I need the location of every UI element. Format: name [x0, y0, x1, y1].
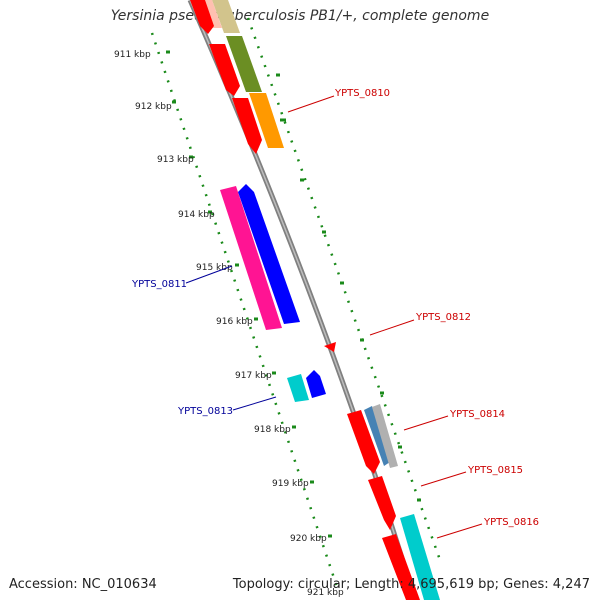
gene-feature-red-2[interactable]	[232, 98, 262, 154]
scale-label: 914 kbp	[178, 210, 215, 220]
gene-feature-blue-2[interactable]	[306, 370, 326, 398]
gene-feature-orange[interactable]	[249, 93, 284, 148]
gene-label-ypts-0813[interactable]: YPTS_0813	[177, 406, 233, 417]
gene-label-ypts-0810[interactable]: YPTS_0810	[334, 88, 390, 99]
scale-label: 919 kbp	[272, 479, 309, 489]
gene-feature-blue-1[interactable]	[238, 184, 300, 324]
gene-label-ypts-0814[interactable]: YPTS_0814	[449, 409, 505, 420]
gene-feature-red-top[interactable]	[190, 0, 214, 34]
gene-feature-steel[interactable]	[364, 406, 390, 466]
scale-ticks-right	[276, 73, 421, 502]
gene-label-ypts-0815[interactable]: YPTS_0815	[467, 465, 523, 476]
scale-label: 913 kbp	[157, 155, 194, 165]
gene-feature-tan[interactable]	[212, 0, 240, 33]
scale-label: 911 kbp	[114, 50, 151, 60]
gene-feature-pink[interactable]	[220, 186, 282, 330]
gene-feature-red-small[interactable]	[324, 342, 336, 352]
gene-feature-gray[interactable]	[372, 404, 398, 468]
scale-label: 912 kbp	[135, 102, 172, 112]
gene-feature-red-3[interactable]	[347, 410, 380, 474]
scale-label: 915 kbp	[196, 263, 233, 273]
gene-labels: YPTS_0810 YPTS_0811 YPTS_0812 YPTS_0813 …	[131, 88, 539, 528]
topology-summary: Topology: circular; Length: 4,695,619 bp…	[232, 577, 590, 592]
scale-label: 917 kbp	[235, 371, 272, 381]
scale-label: 916 kbp	[216, 317, 253, 327]
gene-label-ypts-0812[interactable]: YPTS_0812	[415, 312, 471, 323]
gene-feature-red-4[interactable]	[368, 476, 396, 530]
gene-feature-red-1[interactable]	[209, 44, 240, 96]
scale-label: 918 kbp	[254, 425, 291, 435]
scale-ticks-left	[166, 50, 332, 538]
scale-label: 921 kbp	[307, 588, 344, 598]
scale-label: 920 kbp	[290, 534, 327, 544]
gene-label-ypts-0811[interactable]: YPTS_0811	[131, 279, 187, 290]
label-leaders	[185, 95, 483, 539]
gene-label-ypts-0816[interactable]: YPTS_0816	[483, 517, 539, 528]
gene-feature-olive[interactable]	[226, 36, 262, 92]
accession-text: Accession: NC_010634	[9, 577, 157, 592]
gene-feature-cyan-2[interactable]	[400, 514, 440, 600]
gene-feature-cyan-1[interactable]	[287, 374, 309, 402]
scale-labels: 911 kbp 912 kbp 913 kbp 914 kbp 915 kbp …	[114, 50, 344, 598]
gene-feature-red-5[interactable]	[382, 534, 420, 600]
